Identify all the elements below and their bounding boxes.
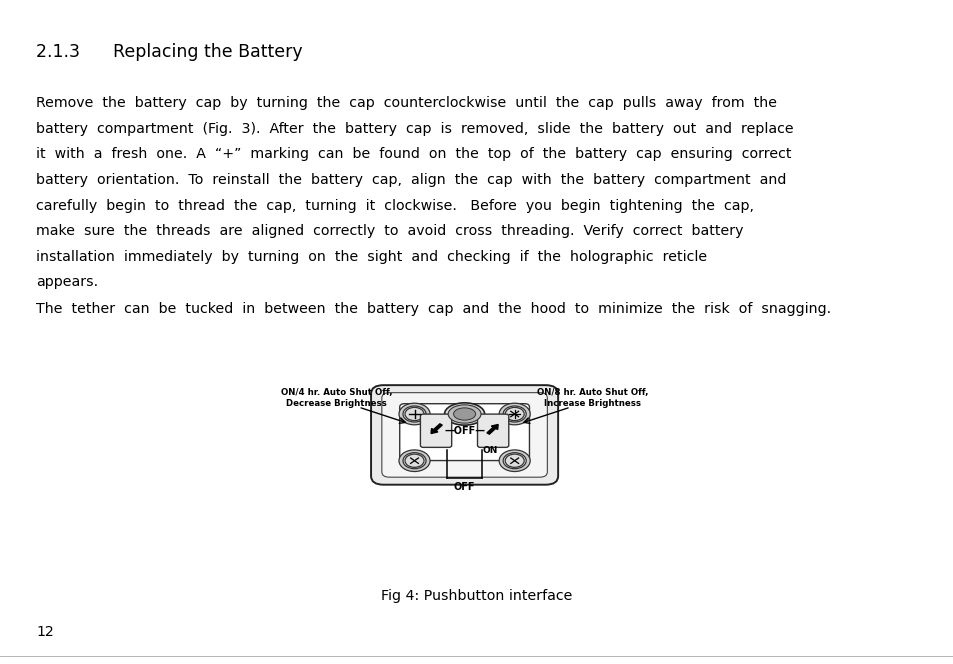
FancyBboxPatch shape bbox=[371, 385, 558, 485]
Text: ON/8 hr. Auto Shut Off,
Increase Brightness: ON/8 hr. Auto Shut Off, Increase Brightn… bbox=[537, 388, 648, 408]
FancyArrow shape bbox=[486, 424, 497, 434]
Circle shape bbox=[502, 453, 526, 469]
Text: ON/4 hr. Auto Shut Off,
Decrease Brightness: ON/4 hr. Auto Shut Off, Decrease Brightn… bbox=[280, 388, 392, 408]
Text: 2.1.3      Replacing the Battery: 2.1.3 Replacing the Battery bbox=[36, 43, 302, 61]
Circle shape bbox=[505, 408, 523, 420]
Ellipse shape bbox=[448, 405, 480, 423]
FancyBboxPatch shape bbox=[420, 414, 451, 448]
Circle shape bbox=[498, 450, 530, 471]
Text: OFF: OFF bbox=[454, 482, 475, 492]
FancyBboxPatch shape bbox=[477, 414, 508, 448]
FancyBboxPatch shape bbox=[381, 392, 547, 477]
Circle shape bbox=[405, 454, 423, 467]
Ellipse shape bbox=[444, 403, 484, 425]
Text: make  sure  the  threads  are  aligned  correctly  to  avoid  cross  threading. : make sure the threads are aligned correc… bbox=[36, 224, 743, 238]
Text: it  with  a  fresh  one.  A  “+”  marking  can  be  found  on  the  top  of  the: it with a fresh one. A “+” marking can b… bbox=[36, 147, 791, 161]
Text: installation  immediately  by  turning  on  the  sight  and  checking  if  the  : installation immediately by turning on t… bbox=[36, 250, 706, 264]
Text: carefully  begin  to  thread  the  cap,  turning  it  clockwise.   Before  you  : carefully begin to thread the cap, turni… bbox=[36, 199, 754, 212]
Circle shape bbox=[505, 454, 523, 467]
Text: ON: ON bbox=[482, 446, 497, 456]
FancyBboxPatch shape bbox=[399, 404, 529, 461]
Text: —OFF—: —OFF— bbox=[444, 426, 484, 436]
Text: battery  compartment  (Fig.  3).  After  the  battery  cap  is  removed,  slide : battery compartment (Fig. 3). After the … bbox=[36, 122, 793, 136]
Text: The  tether  can  be  tucked  in  between  the  battery  cap  and  the  hood  to: The tether can be tucked in between the … bbox=[36, 302, 830, 316]
Circle shape bbox=[398, 403, 430, 425]
Text: Fig 4: Pushbutton interface: Fig 4: Pushbutton interface bbox=[381, 589, 572, 603]
Circle shape bbox=[402, 406, 426, 422]
Circle shape bbox=[398, 450, 430, 471]
Circle shape bbox=[498, 403, 530, 425]
Ellipse shape bbox=[453, 408, 476, 420]
FancyArrow shape bbox=[431, 424, 442, 434]
Circle shape bbox=[405, 408, 423, 420]
Text: appears.: appears. bbox=[36, 276, 98, 290]
Text: battery  orientation.  To  reinstall  the  battery  cap,  align  the  cap  with : battery orientation. To reinstall the ba… bbox=[36, 173, 786, 187]
Circle shape bbox=[402, 453, 426, 469]
Text: 12: 12 bbox=[36, 625, 54, 639]
Text: Remove  the  battery  cap  by  turning  the  cap  counterclockwise  until  the  : Remove the battery cap by turning the ca… bbox=[36, 96, 777, 110]
Circle shape bbox=[502, 406, 526, 422]
